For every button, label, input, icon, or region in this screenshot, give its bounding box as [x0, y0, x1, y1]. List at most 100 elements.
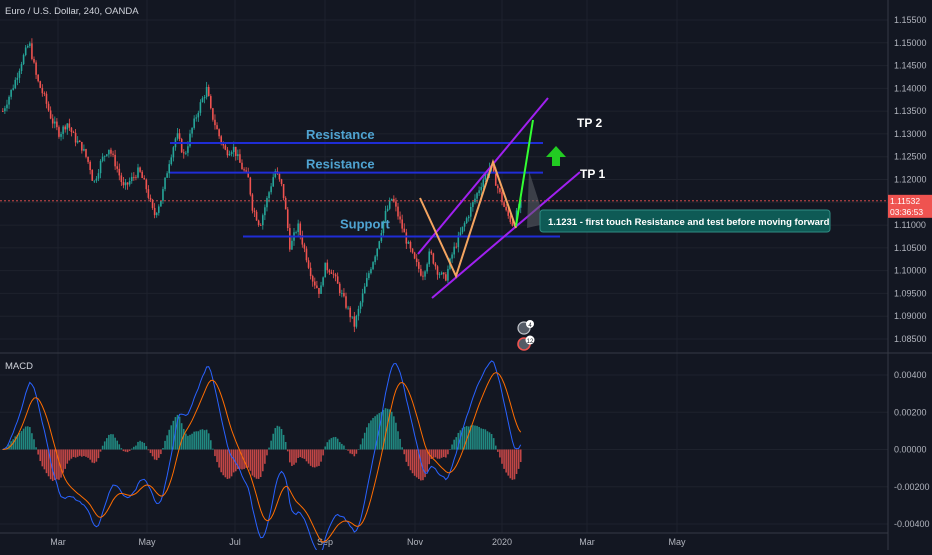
event-badge[interactable]: 4 — [517, 320, 534, 335]
macd-bar — [151, 449, 154, 457]
macd-bar — [24, 426, 27, 450]
drawings[interactable]: Resistance Resistance Support TP 2 TP 1 … — [170, 97, 831, 299]
macd-bar — [216, 449, 218, 463]
candle — [289, 223, 291, 252]
macd-bar — [407, 449, 410, 467]
wave-path[interactable] — [419, 158, 517, 279]
macd-bar — [14, 436, 17, 450]
candle — [405, 228, 408, 249]
candle — [465, 216, 468, 224]
candle — [199, 99, 202, 116]
macd-bar — [397, 431, 399, 450]
candle — [499, 187, 501, 194]
macd-bar — [193, 431, 195, 450]
macd-bar — [228, 449, 231, 479]
candle — [457, 231, 460, 253]
macd-bar — [203, 430, 206, 450]
macd-bar — [382, 409, 385, 450]
macd-bar — [76, 449, 79, 457]
event-badge[interactable]: 12 — [517, 335, 535, 351]
candle — [386, 205, 389, 212]
macd-bar — [328, 439, 331, 450]
candle — [178, 128, 181, 142]
price-tick-label: 1.09500 — [894, 288, 927, 298]
channel-upper-line[interactable] — [417, 97, 549, 255]
projection-path[interactable] — [515, 119, 534, 227]
macd-label[interactable]: MACD — [5, 361, 33, 372]
candle — [168, 160, 170, 178]
candle — [16, 72, 19, 86]
candle — [328, 268, 331, 275]
macd-bar — [118, 444, 121, 450]
candle — [318, 287, 320, 298]
macd-bar — [31, 433, 33, 450]
macd-axis[interactable]: 0.00400 0.00200 0.00000 -0.00200 -0.00400 — [894, 370, 930, 529]
macd-bar — [268, 447, 270, 450]
candle — [409, 240, 412, 253]
candle — [476, 192, 478, 204]
candle — [262, 213, 264, 230]
macd-bar — [270, 440, 272, 450]
macd-bar — [89, 449, 91, 460]
symbol-title[interactable]: Euro / U.S. Dollar, 240, OANDA — [5, 6, 139, 17]
macd-bar — [368, 423, 370, 450]
candle — [164, 177, 166, 192]
candle — [336, 272, 339, 284]
candle — [8, 95, 10, 109]
macd-bar — [336, 438, 339, 450]
macd-bar — [432, 449, 435, 458]
macd-bar — [499, 449, 501, 458]
macd-bar — [112, 434, 114, 450]
candle — [403, 223, 406, 233]
macd-bar — [178, 416, 181, 450]
macd-bar — [195, 431, 198, 450]
candle — [160, 200, 162, 207]
candle — [20, 61, 23, 74]
macd-bar — [440, 449, 443, 458]
macd-bar — [218, 449, 220, 468]
candle — [282, 184, 285, 201]
time-tick-label: May — [138, 537, 156, 547]
macd-bar — [108, 434, 110, 450]
macd-bar — [467, 426, 470, 450]
candle — [291, 236, 293, 250]
candle — [124, 179, 127, 190]
macd-bar — [305, 449, 308, 462]
macd-bar — [301, 449, 304, 459]
macd-bar — [384, 408, 387, 450]
candle — [210, 94, 212, 110]
macd-bar — [259, 449, 262, 478]
macd-bar — [147, 449, 150, 451]
candle — [251, 193, 254, 214]
candle — [218, 128, 220, 139]
macd-tick-label: -0.00200 — [894, 482, 930, 492]
macd-bar — [210, 440, 212, 450]
candle — [266, 196, 268, 212]
macd-bar — [307, 449, 310, 464]
macd-bar — [212, 448, 214, 450]
macd-bar — [366, 427, 368, 450]
annotation-callout[interactable]: 1.1231 - first touch Resistance and test… — [539, 209, 831, 233]
candle — [359, 300, 362, 314]
price-axis[interactable]: 1.15500 1.15000 1.14500 1.14000 1.13500 1.130… — [894, 15, 927, 344]
macd-bar — [494, 445, 497, 450]
macd-bar — [230, 449, 233, 477]
candle — [420, 264, 422, 277]
event-badge-count: 12 — [527, 339, 534, 345]
candle — [286, 206, 289, 232]
candle — [320, 281, 322, 294]
macd-line — [2, 360, 522, 555]
candle — [170, 154, 173, 166]
candle — [108, 149, 110, 158]
candle — [99, 159, 102, 179]
candle — [212, 107, 214, 122]
candle — [76, 136, 79, 144]
candle — [305, 246, 308, 263]
macd-bar — [43, 449, 46, 470]
candle — [376, 248, 378, 261]
candle — [120, 172, 123, 186]
macd-bar — [511, 449, 514, 480]
price-tick-label: 1.11000 — [894, 220, 926, 230]
candle — [12, 84, 14, 91]
